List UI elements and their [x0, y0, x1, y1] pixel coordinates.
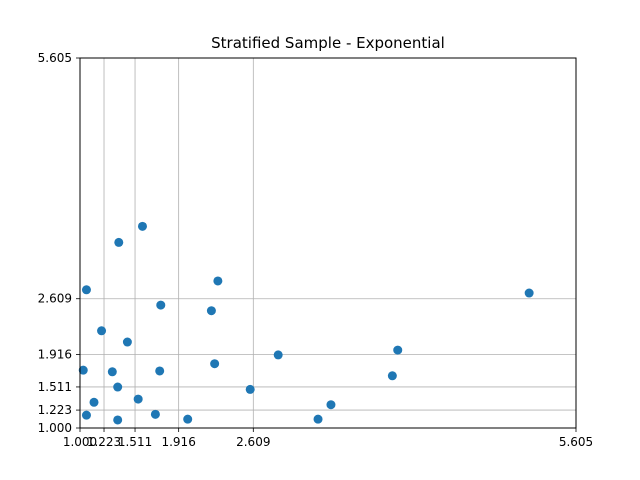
data-point	[273, 350, 283, 360]
x-tick-label: 5.605	[559, 435, 593, 449]
data-point	[155, 366, 165, 376]
data-point	[393, 345, 403, 355]
data-point	[150, 409, 160, 419]
y-tick-label: 1.916	[38, 347, 72, 361]
y-tick-label: 1.000	[38, 421, 72, 435]
axes-frame	[79, 57, 577, 429]
y-tick-label: 2.609	[38, 292, 72, 306]
data-point	[137, 221, 147, 231]
data-point	[107, 367, 117, 377]
chart-title: Stratified Sample - Exponential	[211, 34, 445, 52]
data-point	[78, 365, 88, 375]
data-point	[113, 382, 123, 392]
x-tick-label: 1.511	[118, 435, 152, 449]
grid-lines	[79, 57, 577, 429]
data-point	[183, 414, 193, 424]
data-point	[524, 288, 534, 298]
data-point	[97, 326, 107, 336]
data-point	[113, 415, 123, 425]
data-point	[81, 410, 91, 420]
x-tick-label: 1.000	[63, 435, 97, 449]
data-point	[122, 337, 132, 347]
data-point	[156, 300, 166, 310]
data-point	[387, 371, 397, 381]
y-tick-label: 5.605	[38, 51, 72, 65]
data-point	[114, 237, 124, 247]
x-tick-label: 1.223	[87, 435, 121, 449]
y-axis-ticks: 1.000 1.223 1.511 1.916 2.609 5.605	[38, 51, 80, 435]
data-point	[213, 276, 223, 286]
x-tick-label: 2.609	[236, 435, 270, 449]
y-tick-label: 1.223	[38, 403, 72, 417]
data-point	[89, 397, 99, 407]
data-point	[206, 306, 216, 316]
data-point	[313, 414, 323, 424]
data-point	[133, 394, 143, 404]
data-point	[210, 359, 220, 369]
x-tick-label: 1.916	[161, 435, 195, 449]
data-point	[245, 384, 255, 394]
data-points	[78, 221, 534, 425]
data-point	[326, 400, 336, 410]
data-point	[81, 285, 91, 295]
y-tick-label: 1.511	[38, 380, 72, 394]
